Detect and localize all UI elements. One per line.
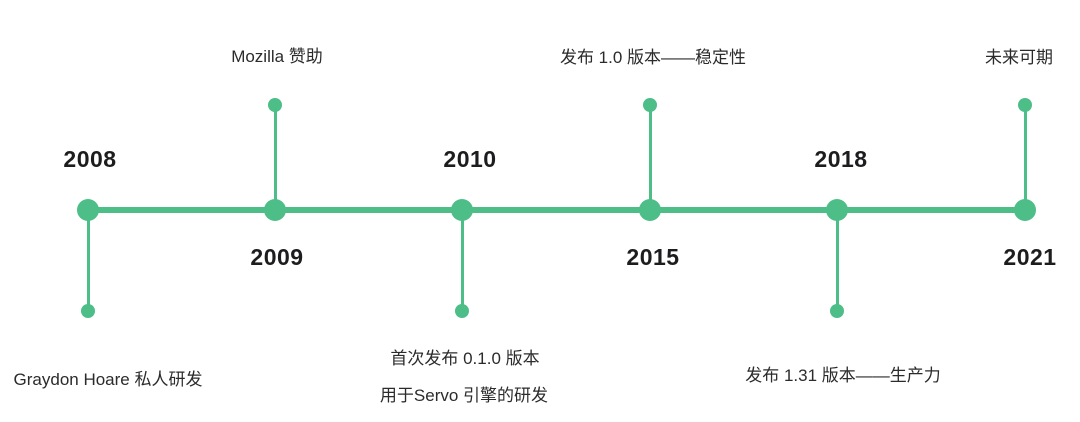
event-end-dot [268, 98, 282, 112]
event-stem [273, 105, 277, 210]
event-end-dot [455, 304, 469, 318]
event-description-2021: 未来可期 [985, 48, 1053, 67]
year-label-2015: 2015 [626, 244, 680, 270]
year-label-2018: 2018 [814, 146, 868, 172]
event-end-dot [1018, 98, 1032, 112]
timeline-node-dot [1014, 199, 1036, 221]
event-end-dot [81, 304, 95, 318]
event-stem [835, 210, 839, 311]
timeline-node-dot [77, 199, 99, 221]
timeline-node-dot [451, 199, 473, 221]
event-description-2008: Graydon Hoare 私人研发 [13, 370, 203, 389]
event-description-2009: Mozilla 赞助 [231, 47, 323, 66]
event-end-dot [830, 304, 844, 318]
year-label-2021: 2021 [1003, 244, 1057, 270]
timeline-node-dot [264, 199, 286, 221]
event-stem [460, 210, 464, 311]
year-label-2008: 2008 [63, 146, 117, 172]
event-description-2018: 发布 1.31 版本——生产力 [745, 366, 941, 385]
year-label-2010: 2010 [443, 146, 497, 172]
timeline-node-dot [826, 199, 848, 221]
timeline-axis [88, 207, 1025, 213]
event-description-2010-line1: 首次发布 0.1.0 版本 [390, 349, 540, 368]
event-description-2015: 发布 1.0 版本——稳定性 [559, 48, 747, 67]
year-label-2009: 2009 [250, 244, 304, 270]
event-stem [1023, 105, 1027, 210]
event-description-2010-line2: 用于Servo 引擎的研发 [379, 386, 549, 405]
event-end-dot [643, 98, 657, 112]
event-stem [86, 210, 90, 311]
event-stem [648, 105, 652, 210]
timeline-node-dot [639, 199, 661, 221]
